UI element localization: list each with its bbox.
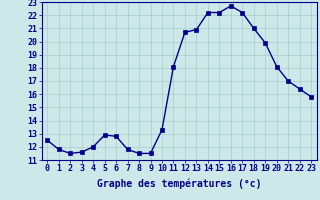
X-axis label: Graphe des températures (°c): Graphe des températures (°c) — [97, 179, 261, 189]
